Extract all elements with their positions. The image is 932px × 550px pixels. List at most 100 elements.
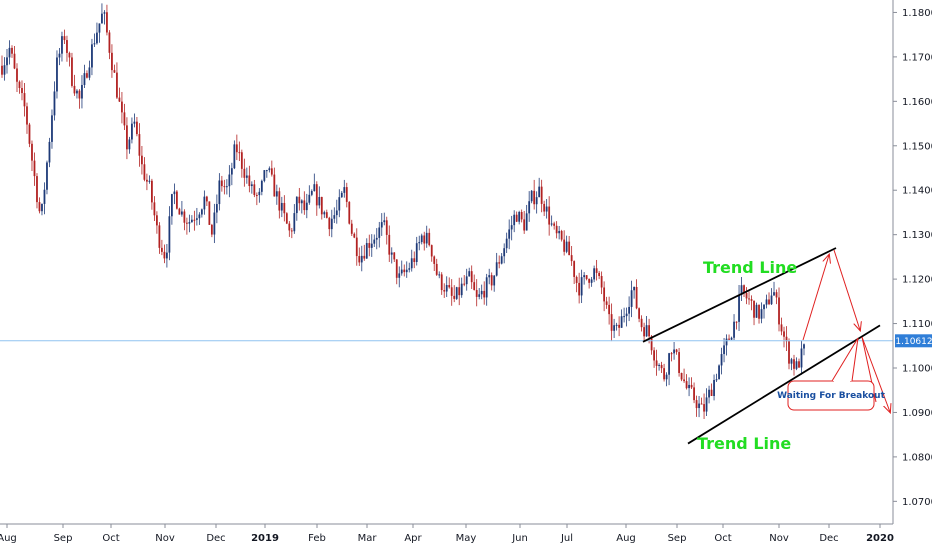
candle-body [385, 220, 388, 235]
candle-body [533, 190, 536, 205]
candle-body [553, 223, 556, 226]
candle-body [785, 336, 788, 342]
candle-body [703, 404, 705, 412]
candle-body [625, 313, 628, 317]
price-tick-label: 1.11000 [902, 319, 932, 330]
candle-body [185, 222, 188, 224]
candle-body [83, 73, 86, 85]
candle-body [695, 400, 698, 409]
candle-body [33, 160, 36, 177]
candle-body [515, 214, 518, 222]
time-tick-label: Jul [560, 533, 573, 544]
candle-body [373, 239, 376, 244]
time-axis[interactable]: Aug Sep Oct Nov Dec 2019 Feb Mar Apr May Jun Jul Aug… [0, 523, 894, 544]
candle-body [238, 152, 241, 154]
candle-body [638, 308, 641, 319]
candle-body [26, 106, 28, 125]
candle-body [168, 216, 171, 253]
candle-body [165, 252, 168, 259]
candle-body [330, 218, 333, 230]
candle-body [333, 215, 336, 219]
candle-body [770, 295, 773, 305]
candle-body [745, 292, 748, 299]
candle-body [370, 243, 373, 248]
upper-trend-line[interactable] [642, 247, 837, 343]
candle-body [23, 93, 26, 107]
candle-body [88, 67, 91, 78]
candle-body [565, 241, 568, 252]
candle-body [760, 309, 763, 319]
candle-body [323, 212, 326, 215]
candle-body [588, 278, 591, 283]
time-tick-label: Feb [308, 533, 326, 544]
candle-body [215, 204, 218, 213]
candle-body [220, 180, 223, 187]
candle-body [245, 175, 248, 178]
candle-body [733, 321, 735, 338]
candle-body [660, 364, 663, 369]
candle-body [93, 43, 96, 45]
candle-body [73, 85, 76, 94]
candle-body [118, 97, 121, 102]
candle-body [598, 272, 601, 277]
candle-body [710, 389, 713, 397]
candle-body [380, 222, 383, 228]
time-tick-label: Aug [0, 533, 17, 544]
candle-body [38, 202, 41, 212]
candle-body [623, 316, 626, 318]
candle-body [775, 292, 778, 298]
arrow-down-breakout [861, 336, 890, 412]
candle-body [106, 12, 108, 33]
candle-body [170, 194, 173, 217]
candle-body [543, 203, 546, 212]
candle-body [325, 212, 328, 218]
price-tick-label: 1.09000 [902, 408, 932, 419]
candle-body [718, 365, 720, 380]
candle-body [225, 186, 228, 188]
candle-body [653, 350, 655, 361]
candle-body [293, 213, 296, 232]
candle-body [338, 197, 341, 211]
candle-body [545, 206, 548, 212]
candle-body [178, 208, 181, 215]
candle-body [520, 211, 523, 220]
candle-body [443, 290, 446, 292]
time-tick-label: Oct [102, 533, 119, 544]
breakout-callout: Waiting For Breakout [777, 337, 886, 411]
candle-body [435, 263, 438, 275]
candle-body [285, 213, 288, 224]
candle-body [618, 324, 621, 328]
candle-body [6, 57, 8, 66]
candle-body [283, 202, 286, 214]
candle-body [363, 255, 366, 259]
candle-body [270, 168, 273, 175]
trend-line-label-upper: Trend Line [703, 258, 797, 277]
candle-body [158, 225, 161, 248]
price-axis[interactable]: 1.18000 1.17000 1.16000 1.15000 1.14000 1.130… [892, 0, 932, 524]
lower-trend-line[interactable] [687, 324, 881, 445]
candle-body [630, 290, 633, 307]
candle-body [448, 285, 451, 288]
candle-body [96, 32, 98, 44]
candle-body [795, 361, 798, 369]
candle-body [713, 379, 715, 397]
candle-body [605, 301, 608, 305]
candle-body [103, 12, 106, 14]
candle-body [433, 256, 436, 264]
candle-body [610, 314, 613, 331]
candle-body [228, 174, 231, 187]
candle-body [535, 197, 538, 205]
candle-body [788, 341, 790, 364]
candle-body [308, 194, 311, 203]
candle-body [230, 168, 233, 175]
candle-body [205, 196, 208, 202]
candle-body [493, 275, 496, 286]
candle-body [655, 360, 658, 366]
candle-body [138, 134, 141, 156]
candle-body [43, 189, 46, 204]
candle-body [595, 268, 598, 273]
candle-body [758, 304, 760, 319]
price-tick-label: 1.18000 [902, 8, 932, 19]
candle-body [58, 53, 61, 58]
